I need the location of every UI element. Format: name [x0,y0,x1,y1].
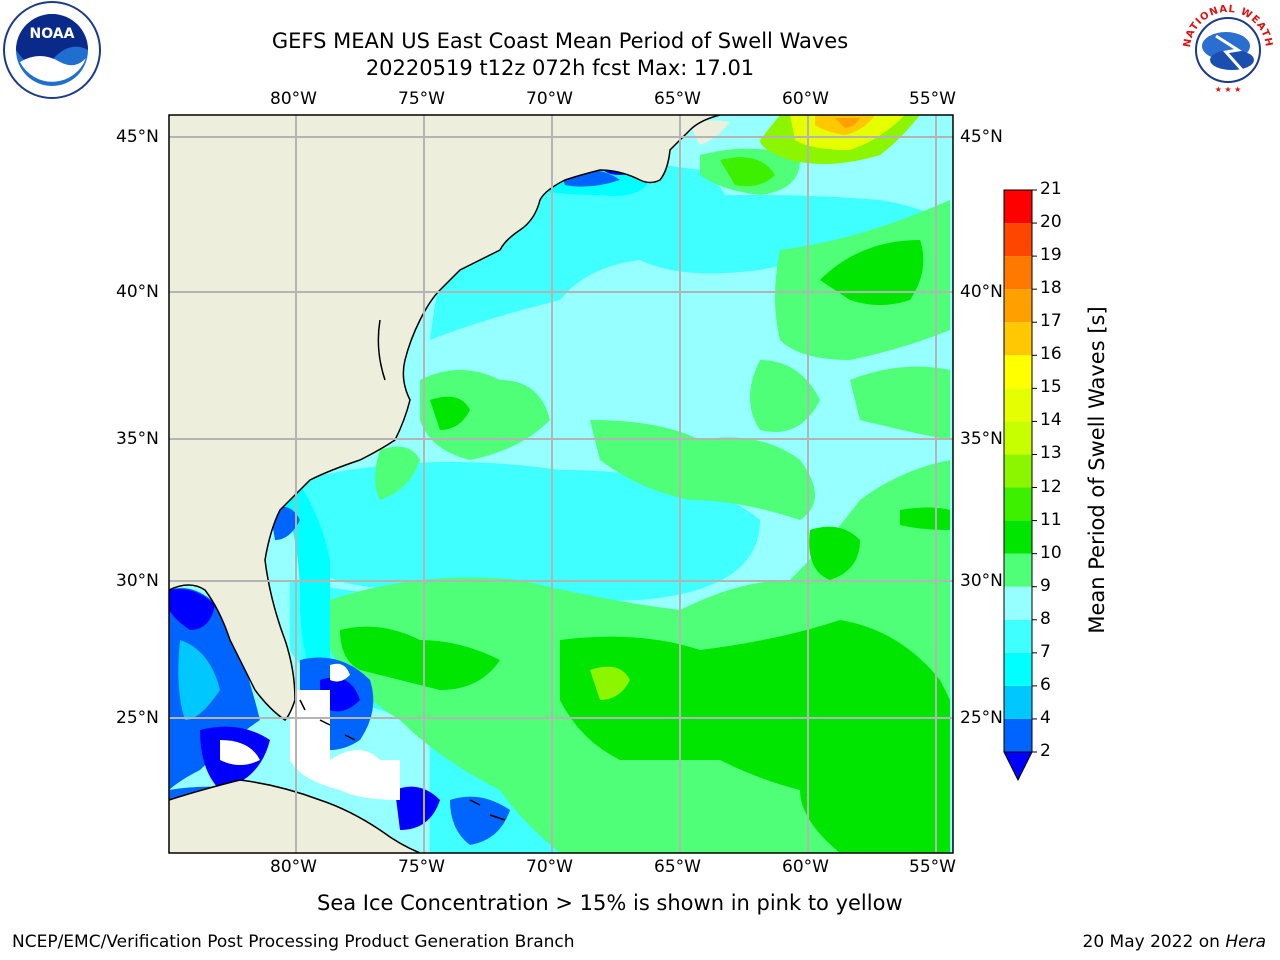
colorbar-tick-label: 15 [1040,377,1062,398]
ocean-field-7to8 [300,462,760,602]
lat-label-right: 45°N [960,127,1003,147]
lat-label-left: 30°N [116,571,159,591]
lat-label-left: 25°N [116,708,159,728]
colorbar-tick-label: 19 [1040,245,1062,266]
graticule [169,115,953,853]
colorbar [1003,189,1037,782]
colorbar-tick-label: 18 [1040,278,1062,299]
lon-label-top: 55°W [909,89,956,109]
chart-subtitle: 20220519 t12z 072h fcst Max: 17.01 [365,56,755,80]
noaa-logo-icon: NOAA [3,1,101,99]
colorbar-tick-label: 17 [1040,311,1062,332]
colorbar-tick-label: 4 [1040,707,1051,728]
colorbar-segment [1004,454,1032,488]
colorbar-tick-label: 21 [1040,179,1062,199]
colorbar-segment [1004,718,1032,752]
colorbar-segment [1004,652,1032,686]
credit-text: NCEP/EMC/Verification Post Processing Pr… [12,932,575,952]
colorbar-segment [1004,619,1032,653]
colorbar-tick-label: 13 [1040,443,1062,464]
coastline [169,115,721,853]
lon-label-top: 70°W [526,89,573,109]
colorbar-tick-label: 10 [1040,542,1062,563]
lon-label-top: 60°W [782,89,829,109]
svg-text:NOAA: NOAA [30,26,75,42]
lon-label-top: 65°W [654,89,701,109]
lon-label-bottom: 60°W [782,857,829,877]
colorbar-segment [1004,322,1032,356]
colorbar-tick-label: 6 [1040,674,1051,695]
lat-label-left: 40°N [116,282,159,302]
colorbar-tick-label: 20 [1040,212,1062,233]
svg-text:★ ★ ★: ★ ★ ★ [1215,85,1242,94]
colorbar-segment [1004,289,1032,323]
lon-label-bottom: 70°W [526,857,573,877]
lat-label-right: 25°N [960,708,1003,728]
colorbar-segment [1004,553,1032,587]
nws-logo-icon: NATIONAL WEATHER SERVICE ★ ★ ★ [1176,0,1276,98]
lon-label-top: 80°W [270,89,317,109]
colorbar-segment [1004,487,1032,521]
lat-label-right: 30°N [960,571,1003,591]
colorbar-segment [1004,685,1032,719]
map-frame [168,114,954,854]
colorbar-frame [1003,189,1033,753]
colorbar-segment [1004,520,1032,554]
lat-label-right: 40°N [960,282,1003,302]
lon-label-bottom: 80°W [270,857,317,877]
lat-label-left: 35°N [116,429,159,449]
machine-name: Hera [1225,932,1266,952]
lon-label-top: 75°W [398,89,445,109]
colorbar-tick-label: 14 [1040,410,1062,431]
colorbar-tick-label: 12 [1040,476,1062,497]
colorbar-tick-label: 16 [1040,344,1062,365]
colorbar-segment [1004,355,1032,389]
lat-label-right: 35°N [960,429,1003,449]
lon-label-bottom: 65°W [654,857,701,877]
colorbar-segment [1004,190,1032,224]
colorbar-tick-label: 8 [1040,608,1051,629]
ocean-field-10to11 [560,620,950,853]
colorbar-tick-label: 9 [1040,575,1051,596]
colorbar-tick-label: 11 [1040,509,1062,530]
lon-label-bottom: 75°W [398,857,445,877]
colorbar-segment [1004,421,1032,455]
colorbar-tick-label: 7 [1040,641,1051,662]
colorbar-extend-arrow [1003,751,1033,782]
colorbar-segment [1004,256,1032,290]
colorbar-tick-label: 2 [1040,741,1051,761]
colorbar-title: Mean Period of Swell Waves [s] [1085,306,1109,634]
land-north-america [169,115,720,720]
colorbar-segment [1004,388,1032,422]
colorbar-segment [1004,223,1032,257]
lon-label-bottom: 55°W [909,857,956,877]
date-text: 20 May 2022 on Hera [1082,932,1267,952]
sea-ice-note: Sea Ice Concentration > 15% is shown in … [317,891,903,915]
colorbar-segment [1004,586,1032,620]
lat-label-left: 45°N [116,127,159,147]
chart-title: GEFS MEAN US East Coast Mean Period of S… [271,29,849,53]
